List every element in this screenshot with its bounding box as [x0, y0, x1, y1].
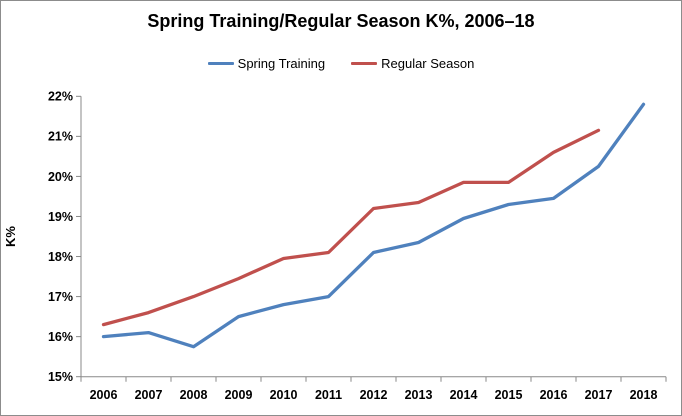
x-tick-label: 2009 [225, 388, 253, 402]
x-tick-label: 2013 [405, 388, 433, 402]
regular-season-line-swatch-icon [351, 62, 378, 65]
spring-training-line-swatch-icon [207, 62, 234, 65]
legend-item-spring-training: Spring Training [207, 56, 326, 71]
x-tick-label: 2018 [630, 388, 658, 402]
x-tick-label: 2010 [270, 388, 298, 402]
x-tick-label: 2014 [450, 388, 478, 402]
y-tick-label: 22% [48, 90, 73, 104]
y-axis-title: K% [3, 226, 18, 247]
series-line-spring-training [101, 102, 646, 349]
legend-label-spring-training: Spring Training [237, 56, 326, 71]
plot-area: 15% 16% 17% 18% 19% 20% 21% 22% 2006 2007 2008 2009… [3, 90, 667, 402]
y-tick-label: 16% [48, 330, 73, 344]
y-tick-label: 19% [48, 210, 73, 224]
y-tick-label: 15% [48, 370, 73, 384]
x-tick-label: 2008 [180, 388, 208, 402]
x-tick-label: 2015 [495, 388, 523, 402]
x-tick-label: 2017 [585, 388, 613, 402]
x-tick-label: 2016 [540, 388, 568, 402]
y-tick-label: 20% [48, 170, 73, 184]
x-tick-label: 2011 [315, 388, 342, 402]
x-tick-label: 2006 [90, 388, 118, 402]
y-tick-label: 21% [48, 130, 73, 144]
series-line-regular-season [101, 128, 601, 327]
legend-item-regular-season: Regular Season [351, 56, 474, 71]
chart-legend: Spring Training Regular Season [1, 56, 681, 71]
y-tick-label: 18% [48, 250, 73, 264]
chart-title: Spring Training/Regular Season K%, 2006–… [147, 11, 535, 31]
x-tick-label: 2007 [135, 388, 163, 402]
y-tick-label: 17% [48, 290, 73, 304]
legend-label-regular-season: Regular Season [381, 56, 475, 71]
x-tick-label: 2012 [360, 388, 388, 402]
